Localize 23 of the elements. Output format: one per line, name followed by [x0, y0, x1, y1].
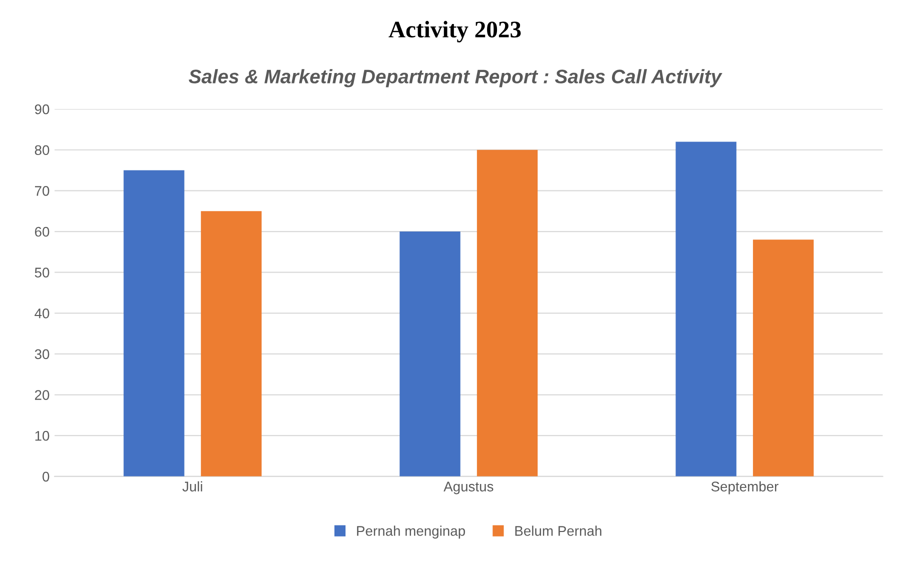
- bar: [676, 142, 736, 476]
- y-tick-label: 90: [34, 104, 50, 114]
- y-tick-label: 40: [34, 308, 50, 318]
- legend-label: Belum Pernah: [515, 526, 602, 536]
- bar: [752, 240, 814, 476]
- x-tick-label: Juli: [182, 481, 202, 492]
- y-tick-label: 60: [34, 226, 50, 237]
- y-tick-label: 70: [35, 186, 50, 196]
- y-tick-label: 80: [34, 145, 50, 156]
- y-tick-label: 30: [34, 349, 50, 360]
- y-tick-label: 50: [34, 268, 50, 278]
- legend-label: Pernah menginap: [357, 526, 465, 539]
- chart-subtitle: Sales & Marketing Department Report : Sales Call Activity: [188, 69, 722, 88]
- bar: [476, 150, 538, 476]
- bar: [200, 211, 262, 476]
- x-tick-label: September: [711, 481, 778, 494]
- y-tick-label: 0: [42, 472, 50, 482]
- y-tick-label: 20: [34, 390, 50, 400]
- y-tick-label: 10: [35, 430, 50, 441]
- x-tick-label: Agustus: [444, 482, 494, 494]
- chart-title: Activity 2023: [388, 20, 521, 42]
- bar: [400, 232, 460, 476]
- bar: [124, 170, 184, 476]
